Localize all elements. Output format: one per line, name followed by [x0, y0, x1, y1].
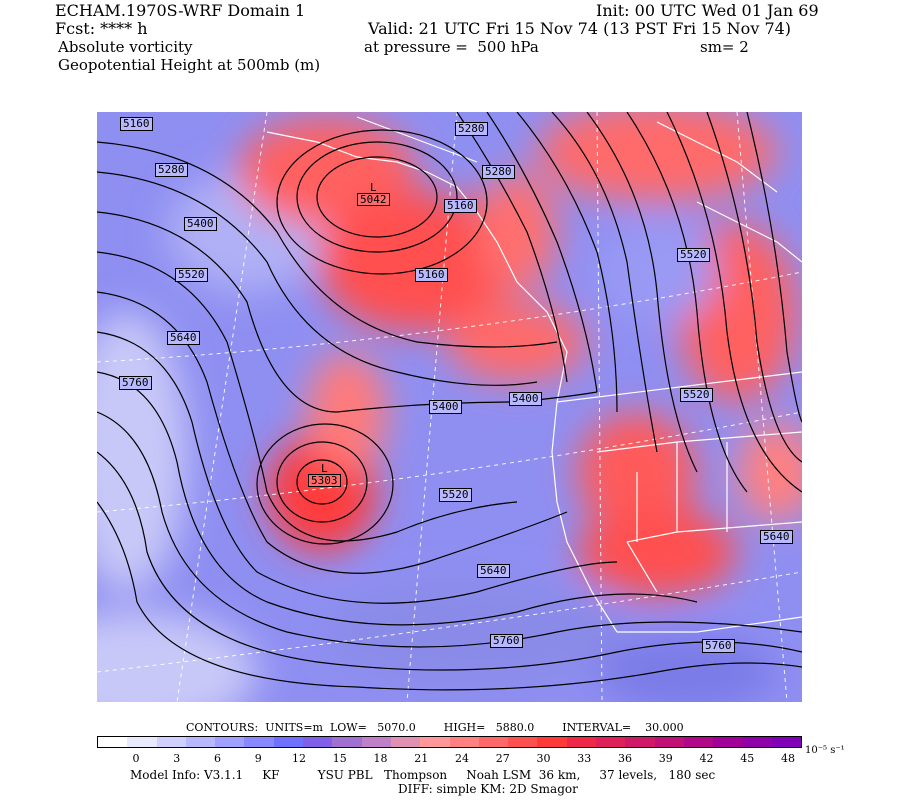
colorbar-tick-label: 36: [618, 752, 632, 765]
colorbar-tick-label: 30: [536, 752, 551, 765]
colorbar-units: 10⁻⁵ s⁻¹: [805, 745, 845, 756]
colorbar-tick-label: 9: [254, 752, 262, 765]
colorbar-swatch: [127, 737, 157, 747]
low-pressure-marker: L 5303: [308, 463, 341, 487]
contour-label: 5640: [760, 530, 793, 544]
lat-lon-grid: [97, 112, 802, 702]
colorbar-swatch: [303, 737, 333, 747]
colorbar-tick-label: 12: [292, 752, 306, 765]
colorbar-swatch: [713, 737, 743, 747]
colorbar-swatch: [566, 737, 597, 747]
colorbar-swatch: [273, 737, 304, 747]
colorbar-swatch: [742, 737, 772, 747]
vorticity-field: [97, 112, 802, 702]
low-symbol: L: [369, 181, 377, 194]
contour-label: 5760: [702, 639, 735, 653]
colorbar-swatch: [244, 737, 274, 747]
colorbar-swatch: [449, 737, 479, 747]
colorbar-tick-label: 15: [332, 752, 347, 765]
smoothing: sm= 2: [700, 38, 749, 56]
colorbar-swatch: [215, 737, 245, 747]
contour-label: 5400: [509, 392, 542, 406]
contour-label: 5160: [444, 199, 477, 213]
low-pressure-marker: L 5042: [357, 182, 390, 206]
contour-label: 5520: [439, 488, 472, 502]
field-title-height: Geopotential Height at 500mb (m): [58, 56, 321, 74]
colorbar-tick-label: 33: [577, 752, 592, 765]
colorbar-swatch: [508, 737, 538, 747]
colorbar-swatch: [478, 737, 509, 747]
contour-label: 5280: [155, 163, 188, 177]
colorbar-tick-label: 27: [495, 752, 510, 765]
contour-label: 5520: [677, 248, 710, 262]
field-title-vorticity: Absolute vorticity: [58, 38, 193, 56]
colorbar-tick-label: 18: [373, 752, 388, 765]
colorbar-tick-label: 0: [132, 752, 140, 765]
colorbar-swatch: [654, 737, 684, 747]
contour-label: 5760: [119, 376, 152, 390]
contour-info: CONTOURS: UNITS=m LOW= 5070.0 HIGH= 5880…: [186, 721, 684, 734]
colorbar-tick-label: 24: [455, 752, 469, 765]
colorbar-swatch: [596, 737, 626, 747]
contour-label: 5280: [482, 165, 515, 179]
contour-label: 5640: [167, 331, 200, 345]
colorbar-swatch: [156, 737, 186, 747]
valid-time: Valid: 21 UTC Fri 15 Nov 74 (13 PST Fri …: [368, 19, 792, 38]
diff-info: DIFF: simple KM: 2D Smagor: [398, 782, 578, 796]
colorbar-swatch: [332, 737, 362, 747]
contour-label: 5760: [490, 634, 523, 648]
low-value: 5042: [357, 193, 390, 206]
colorbar-tick-label: 45: [740, 752, 755, 765]
colorbar-swatch: [185, 737, 216, 747]
contour-label: 5160: [415, 268, 448, 282]
colorbar-swatch: [98, 737, 128, 747]
colorbar-swatch: [361, 737, 391, 747]
colorbar-tick-label: 21: [414, 752, 429, 765]
colorbar-swatch: [390, 737, 421, 747]
contour-label: 5520: [175, 268, 208, 282]
colorbar-tick-label: 48: [781, 752, 795, 765]
model-title: ECHAM.1970S-WRF Domain 1: [55, 1, 306, 20]
contour-label: 5400: [184, 217, 217, 231]
colorbar-tick-label: 42: [699, 752, 714, 765]
contour-label: 5280: [455, 122, 488, 136]
pressure-level: at pressure = 500 hPa: [364, 38, 539, 56]
low-value: 5303: [308, 474, 341, 487]
colorbar-tick-label: 3: [173, 752, 181, 765]
colorbar-swatch: [683, 737, 714, 747]
forecast-hour: Fcst: **** h: [55, 19, 148, 38]
contour-label: 5520: [680, 388, 713, 402]
model-info: Model Info: V3.1.1 KF YSU PBL Thompson N…: [130, 768, 716, 782]
colorbar-swatch: [420, 737, 450, 747]
coastlines-borders: [266, 116, 802, 633]
contour-label: 5400: [429, 400, 462, 414]
init-time: Init: 00 UTC Wed 01 Jan 69: [596, 1, 819, 20]
contour-label: 5640: [477, 564, 510, 578]
colorbar-swatch: [771, 737, 802, 747]
colorbar-tick-label: 39: [658, 752, 673, 765]
colorbar-swatch: [537, 737, 567, 747]
contour-label: 5160: [120, 117, 153, 131]
low-symbol: L: [320, 462, 328, 475]
colorbar: [97, 736, 802, 748]
colorbar-swatch: [625, 737, 655, 747]
colorbar-tick-label: 6: [214, 752, 221, 765]
map-panel: 5160 5280 5400 5520 5640 5760 5280 5280 …: [97, 112, 802, 702]
